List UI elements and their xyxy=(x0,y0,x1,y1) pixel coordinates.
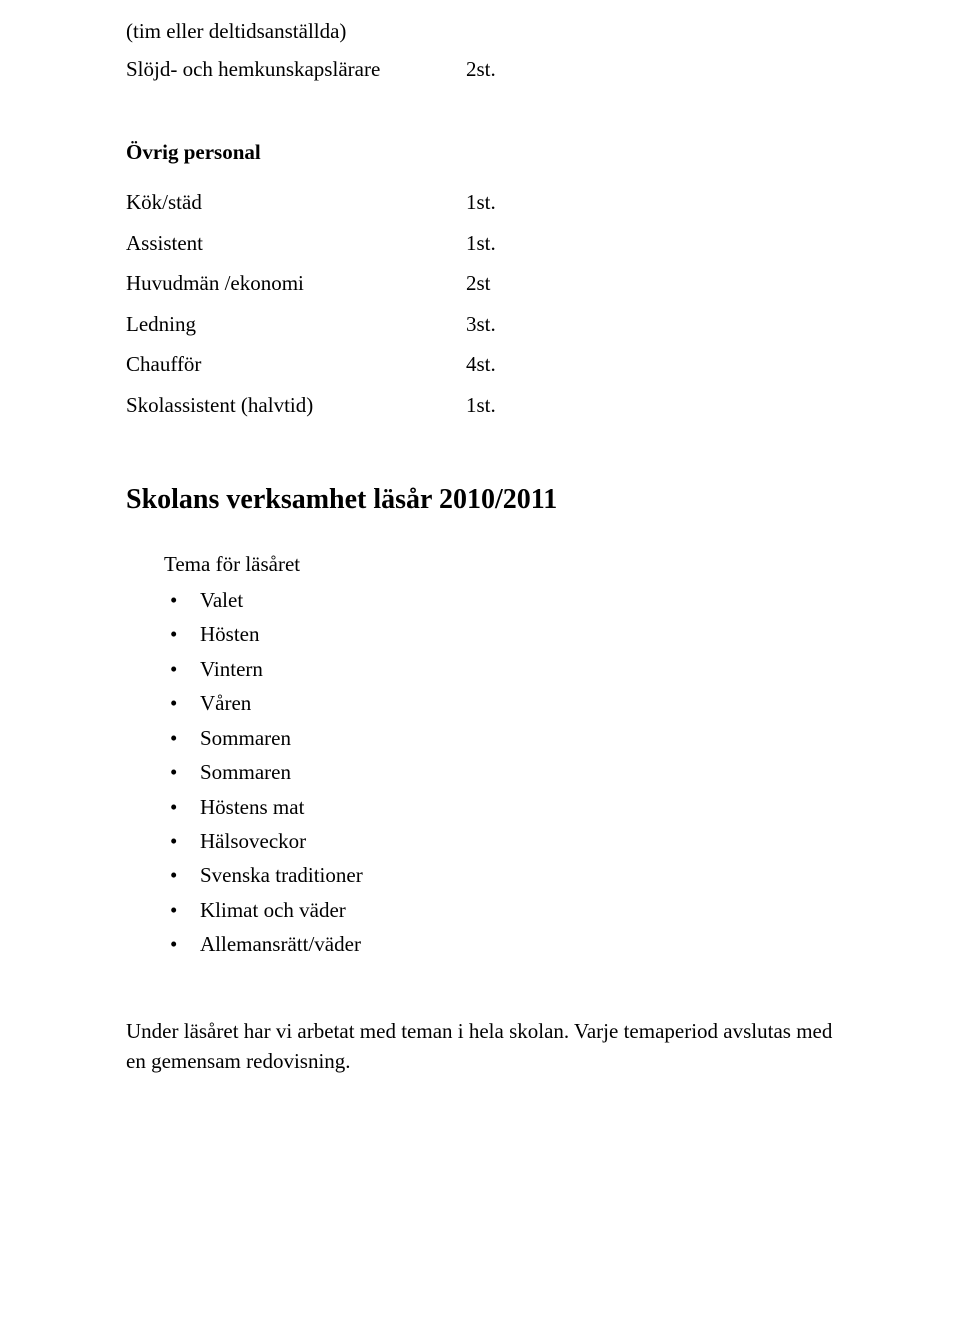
list-item: Hälsoveckor xyxy=(164,826,834,856)
list-item: Hösten xyxy=(164,619,834,649)
personal-row-value: 4st. xyxy=(466,349,834,379)
list-item: Svenska traditioner xyxy=(164,860,834,890)
tema-list: Valet Hösten Vintern Våren Sommaren Somm… xyxy=(126,585,834,960)
list-item: Sommaren xyxy=(164,723,834,753)
personal-row-label: Assistent xyxy=(126,228,466,258)
personal-row: Kök/städ 1st. xyxy=(126,187,834,217)
personal-row-value: 1st. xyxy=(466,228,834,258)
personal-row: Ledning 3st. xyxy=(126,309,834,339)
list-item: Klimat och väder xyxy=(164,895,834,925)
personal-row-label: Huvudmän /ekonomi xyxy=(126,268,466,298)
closing-paragraph: Under läsåret har vi arbetat med teman i… xyxy=(126,1016,834,1077)
personal-row-value: 1st. xyxy=(466,390,834,420)
verksamhet-heading: Skolans verksamhet läsår 2010/2011 xyxy=(126,480,834,521)
intro-slojd-value: 2st. xyxy=(466,54,834,84)
intro-slojd-label: Slöjd- och hemkunskapslärare xyxy=(126,54,466,84)
personal-row: Chaufför 4st. xyxy=(126,349,834,379)
tema-intro: Tema för läsåret xyxy=(126,549,834,579)
list-item: Sommaren xyxy=(164,757,834,787)
list-item: Våren xyxy=(164,688,834,718)
personal-row: Skolassistent (halvtid) 1st. xyxy=(126,390,834,420)
personal-row-label: Ledning xyxy=(126,309,466,339)
intro-parenthetical: (tim eller deltidsanställda) xyxy=(126,16,834,46)
list-item: Valet xyxy=(164,585,834,615)
personal-row: Assistent 1st. xyxy=(126,228,834,258)
ovrig-personal-title: Övrig personal xyxy=(126,137,834,167)
ovrig-personal-rows: Kök/städ 1st. Assistent 1st. Huvudmän /e… xyxy=(126,187,834,420)
personal-row-label: Skolassistent (halvtid) xyxy=(126,390,466,420)
personal-row: Huvudmän /ekonomi 2st xyxy=(126,268,834,298)
list-item: Vintern xyxy=(164,654,834,684)
personal-row-label: Kök/städ xyxy=(126,187,466,217)
personal-row-value: 2st xyxy=(466,268,834,298)
personal-row-value: 3st. xyxy=(466,309,834,339)
list-item: Allemansrätt/väder xyxy=(164,929,834,959)
intro-slojd-row: Slöjd- och hemkunskapslärare 2st. xyxy=(126,54,834,84)
personal-row-value: 1st. xyxy=(466,187,834,217)
personal-row-label: Chaufför xyxy=(126,349,466,379)
list-item: Höstens mat xyxy=(164,792,834,822)
